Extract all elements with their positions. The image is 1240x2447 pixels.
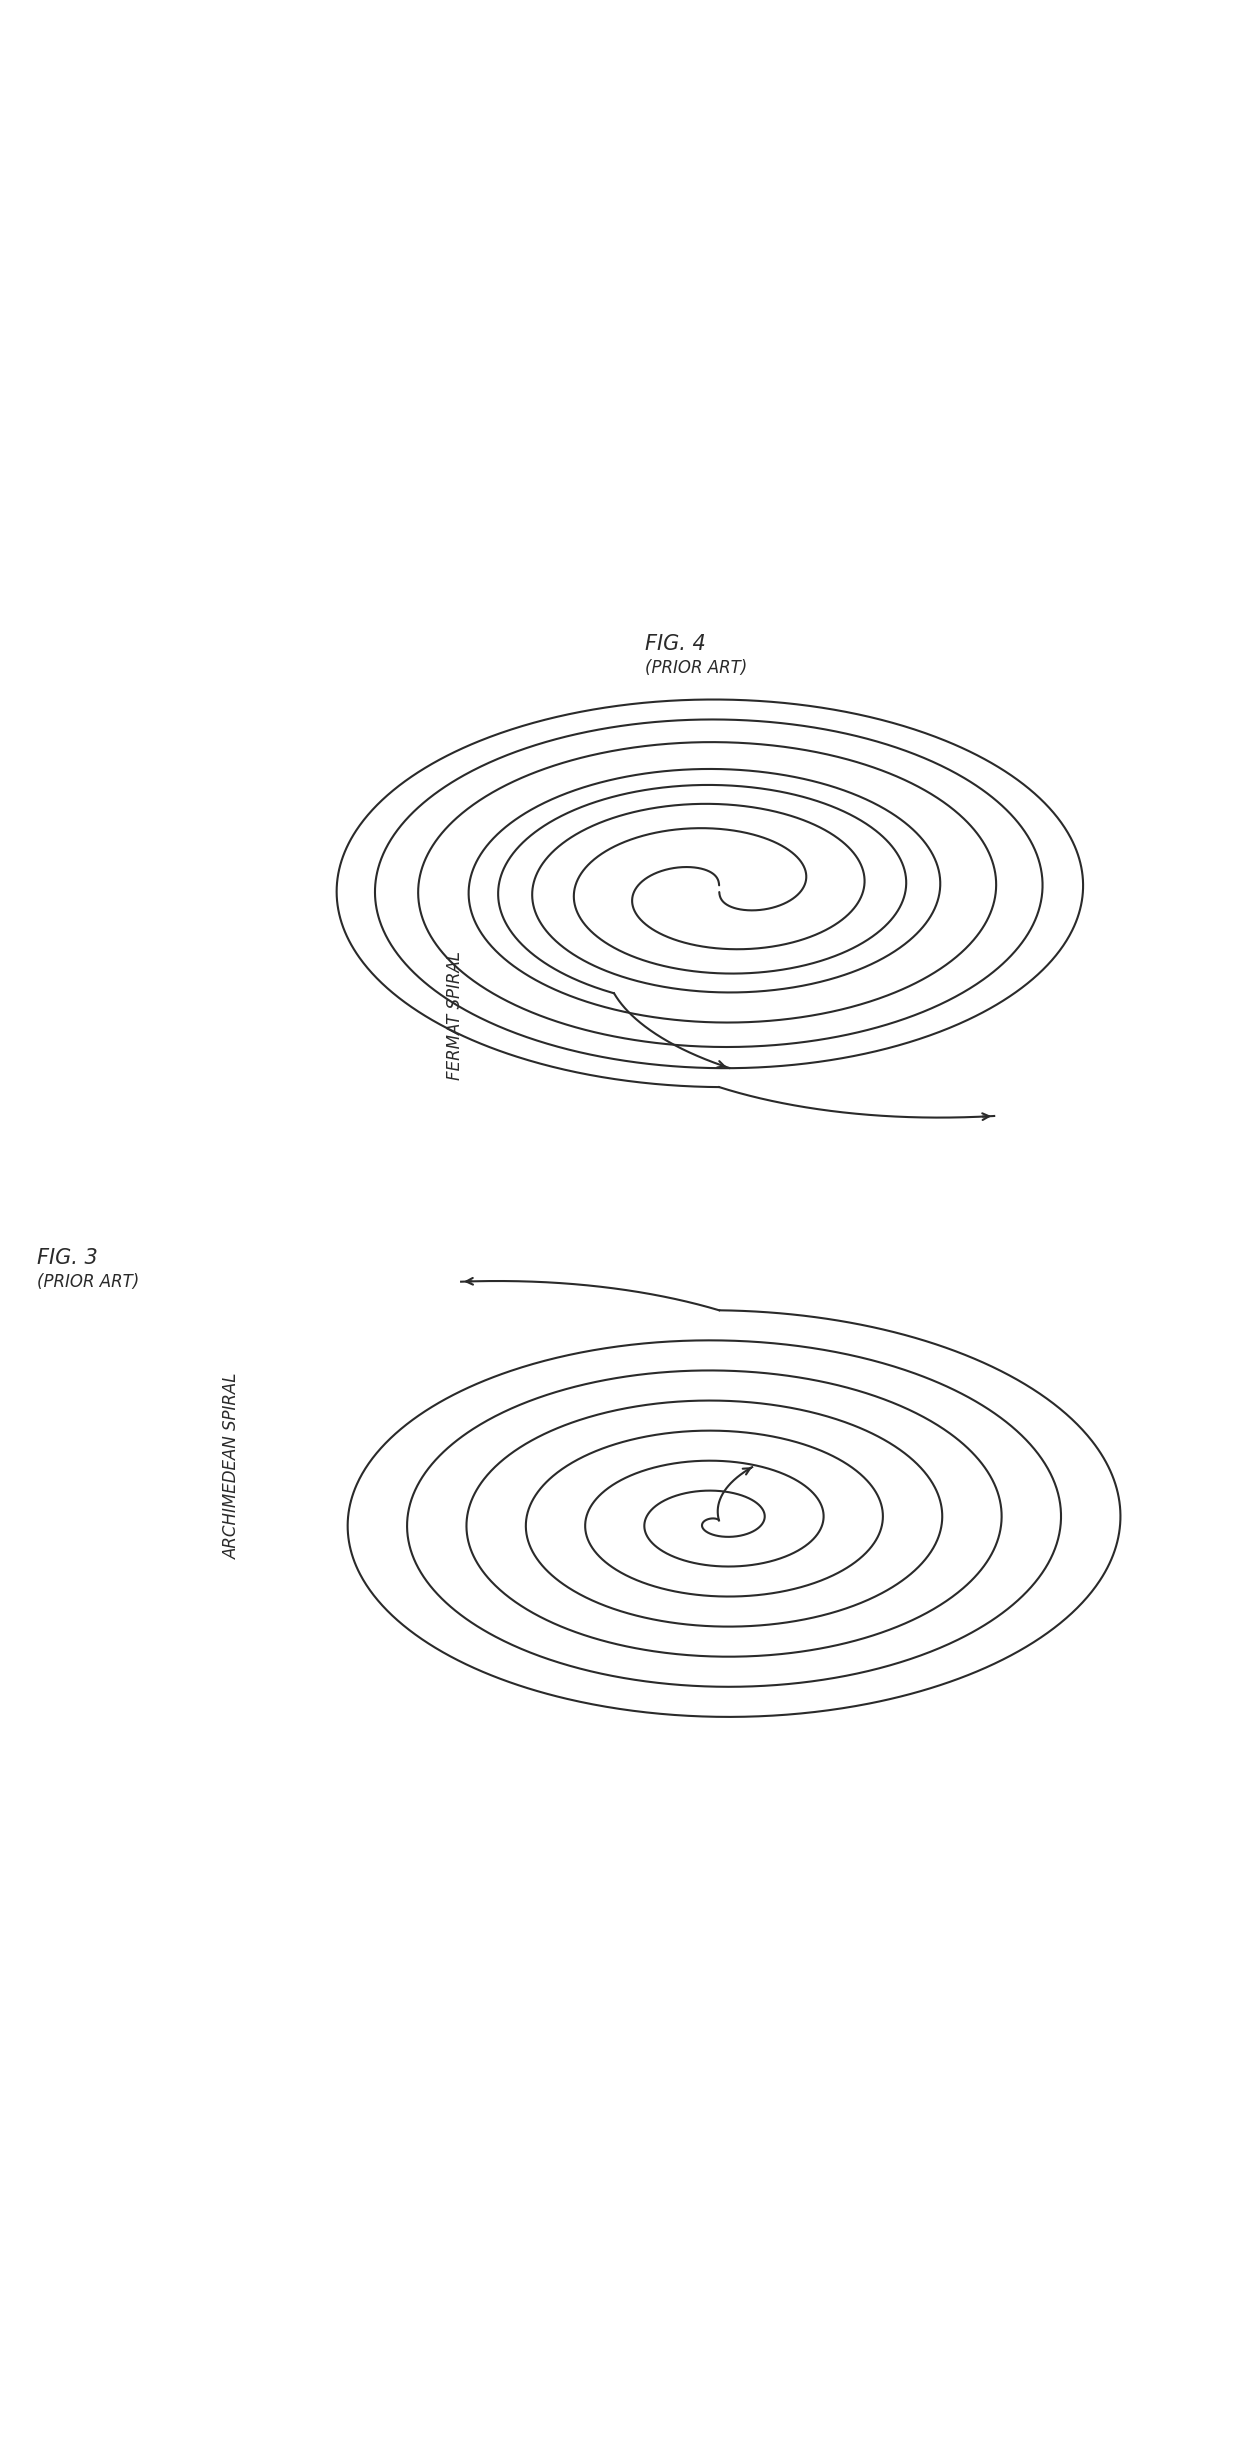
Text: FIG. 3: FIG. 3 [37,1248,98,1268]
Text: (PRIOR ART): (PRIOR ART) [37,1272,139,1292]
Text: FERMAT SPIRAL: FERMAT SPIRAL [446,952,465,1079]
Text: FIG. 4: FIG. 4 [645,634,706,653]
Text: ARCHIMEDEAN SPIRAL: ARCHIMEDEAN SPIRAL [223,1373,242,1559]
Text: (PRIOR ART): (PRIOR ART) [645,658,746,678]
